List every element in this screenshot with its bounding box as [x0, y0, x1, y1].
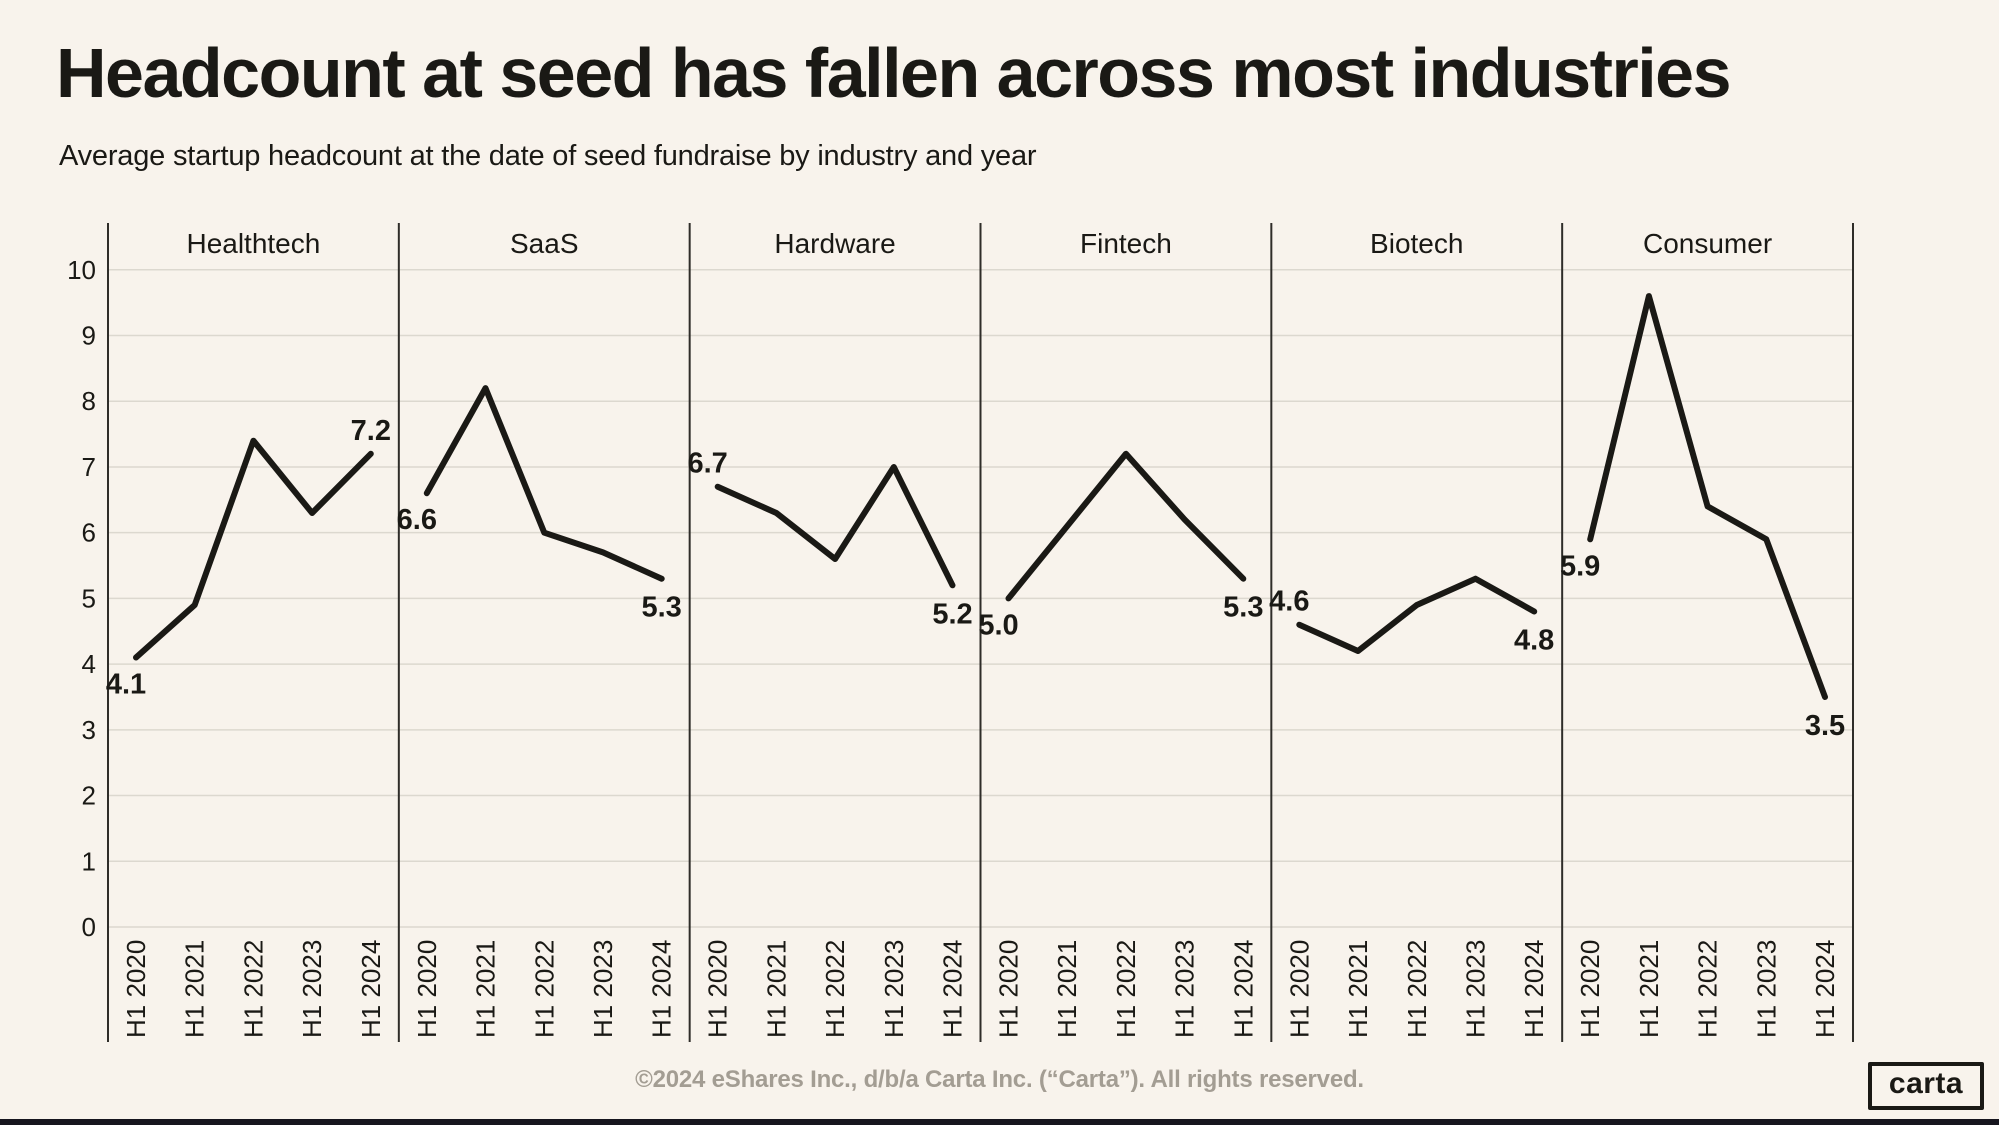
- panel-title-fintech: Fintech: [1080, 228, 1172, 259]
- value-label-first-saas: 6.6: [397, 504, 437, 536]
- y-axis-label: 1: [82, 846, 96, 876]
- x-tick-label: H1 2024: [1228, 940, 1258, 1038]
- x-tick-label: H1 2020: [1575, 940, 1605, 1038]
- value-label-last-saas: 5.3: [642, 592, 682, 624]
- carta-logo: carta: [1868, 1062, 1984, 1110]
- x-tick-label: H1 2021: [1343, 940, 1373, 1038]
- series-line-fintech: [1005, 450, 1247, 602]
- x-tick-label: H1 2024: [647, 940, 677, 1038]
- x-tick-label: H1 2020: [994, 940, 1024, 1038]
- y-axis-label: 5: [82, 583, 96, 613]
- value-label-last-biotech: 4.8: [1514, 625, 1554, 657]
- x-tick-label: H1 2022: [1111, 940, 1141, 1038]
- x-tick-label: H1 2021: [761, 940, 791, 1038]
- x-tick-label: H1 2022: [820, 940, 850, 1038]
- x-tick-label: H1 2021: [1052, 940, 1082, 1038]
- panel-title-saas: SaaS: [510, 228, 579, 259]
- value-label-first-healthtech: 4.1: [106, 669, 146, 701]
- x-tick-label: H1 2024: [938, 940, 968, 1038]
- value-label-last-consumer: 3.5: [1805, 710, 1845, 742]
- x-tick-label: H1 2023: [879, 940, 909, 1038]
- value-label-first-fintech: 5.0: [978, 609, 1018, 641]
- series-line-healthtech: [133, 437, 374, 661]
- series-line-hardware: [714, 464, 956, 589]
- carta-logo-text: carta: [1888, 1067, 1964, 1100]
- x-tick-label: H1 2022: [1402, 940, 1432, 1038]
- x-tick-label: H1 2024: [1519, 940, 1549, 1038]
- y-axis-label: 4: [82, 649, 96, 679]
- y-axis-label: 3: [82, 715, 96, 745]
- x-tick-label: H1 2021: [180, 940, 210, 1038]
- x-tick-label: H1 2020: [703, 940, 733, 1038]
- panel-title-healthtech: Healthtech: [186, 228, 320, 259]
- x-tick-label: H1 2021: [471, 940, 501, 1038]
- x-tick-label: H1 2023: [1170, 940, 1200, 1038]
- x-tick-label: H1 2020: [121, 940, 151, 1038]
- copyright-text: ©2024 eShares Inc., d/b/a Carta Inc. (“C…: [635, 1066, 1364, 1093]
- panel-title-hardware: Hardware: [774, 228, 895, 259]
- x-tick-label: H1 2024: [1810, 940, 1840, 1038]
- value-label-first-hardware: 6.7: [688, 448, 728, 480]
- series-line-consumer: [1587, 293, 1828, 700]
- y-axis-label: 0: [82, 912, 96, 942]
- page-subtitle: Average startup headcount at the date of…: [59, 140, 1037, 172]
- series-line-biotech: [1296, 575, 1538, 654]
- x-tick-label: H1 2021: [1634, 940, 1664, 1038]
- x-tick-label: H1 2022: [1693, 940, 1723, 1038]
- value-label-first-biotech: 4.6: [1269, 586, 1309, 618]
- y-axis-label: 6: [82, 518, 96, 548]
- page-title: Headcount at seed has fallen across most…: [56, 34, 1732, 112]
- panel-title-consumer: Consumer: [1643, 228, 1772, 259]
- bottom-accent-bar: [0, 1119, 1999, 1125]
- panel-title-biotech: Biotech: [1370, 228, 1463, 259]
- value-label-last-fintech: 5.3: [1223, 592, 1263, 624]
- x-tick-label: H1 2020: [1284, 940, 1314, 1038]
- y-axis-label: 2: [82, 781, 96, 811]
- x-tick-label: H1 2020: [412, 940, 442, 1038]
- value-label-last-healthtech: 7.2: [351, 415, 391, 447]
- x-tick-label: H1 2023: [588, 940, 618, 1038]
- x-tick-label: H1 2023: [297, 940, 327, 1038]
- series-line-saas: [423, 385, 665, 582]
- value-label-last-hardware: 5.2: [932, 598, 972, 630]
- x-tick-label: H1 2024: [356, 940, 386, 1038]
- y-axis-label: 7: [82, 452, 96, 482]
- y-axis-label: 10: [67, 255, 96, 285]
- x-tick-label: H1 2022: [238, 940, 268, 1038]
- y-axis-label: 8: [82, 386, 96, 416]
- x-tick-label: H1 2022: [529, 940, 559, 1038]
- y-axis-label: 9: [82, 321, 96, 351]
- x-tick-label: H1 2023: [1460, 940, 1490, 1038]
- value-label-first-consumer: 5.9: [1560, 550, 1600, 582]
- x-tick-label: H1 2023: [1751, 940, 1781, 1038]
